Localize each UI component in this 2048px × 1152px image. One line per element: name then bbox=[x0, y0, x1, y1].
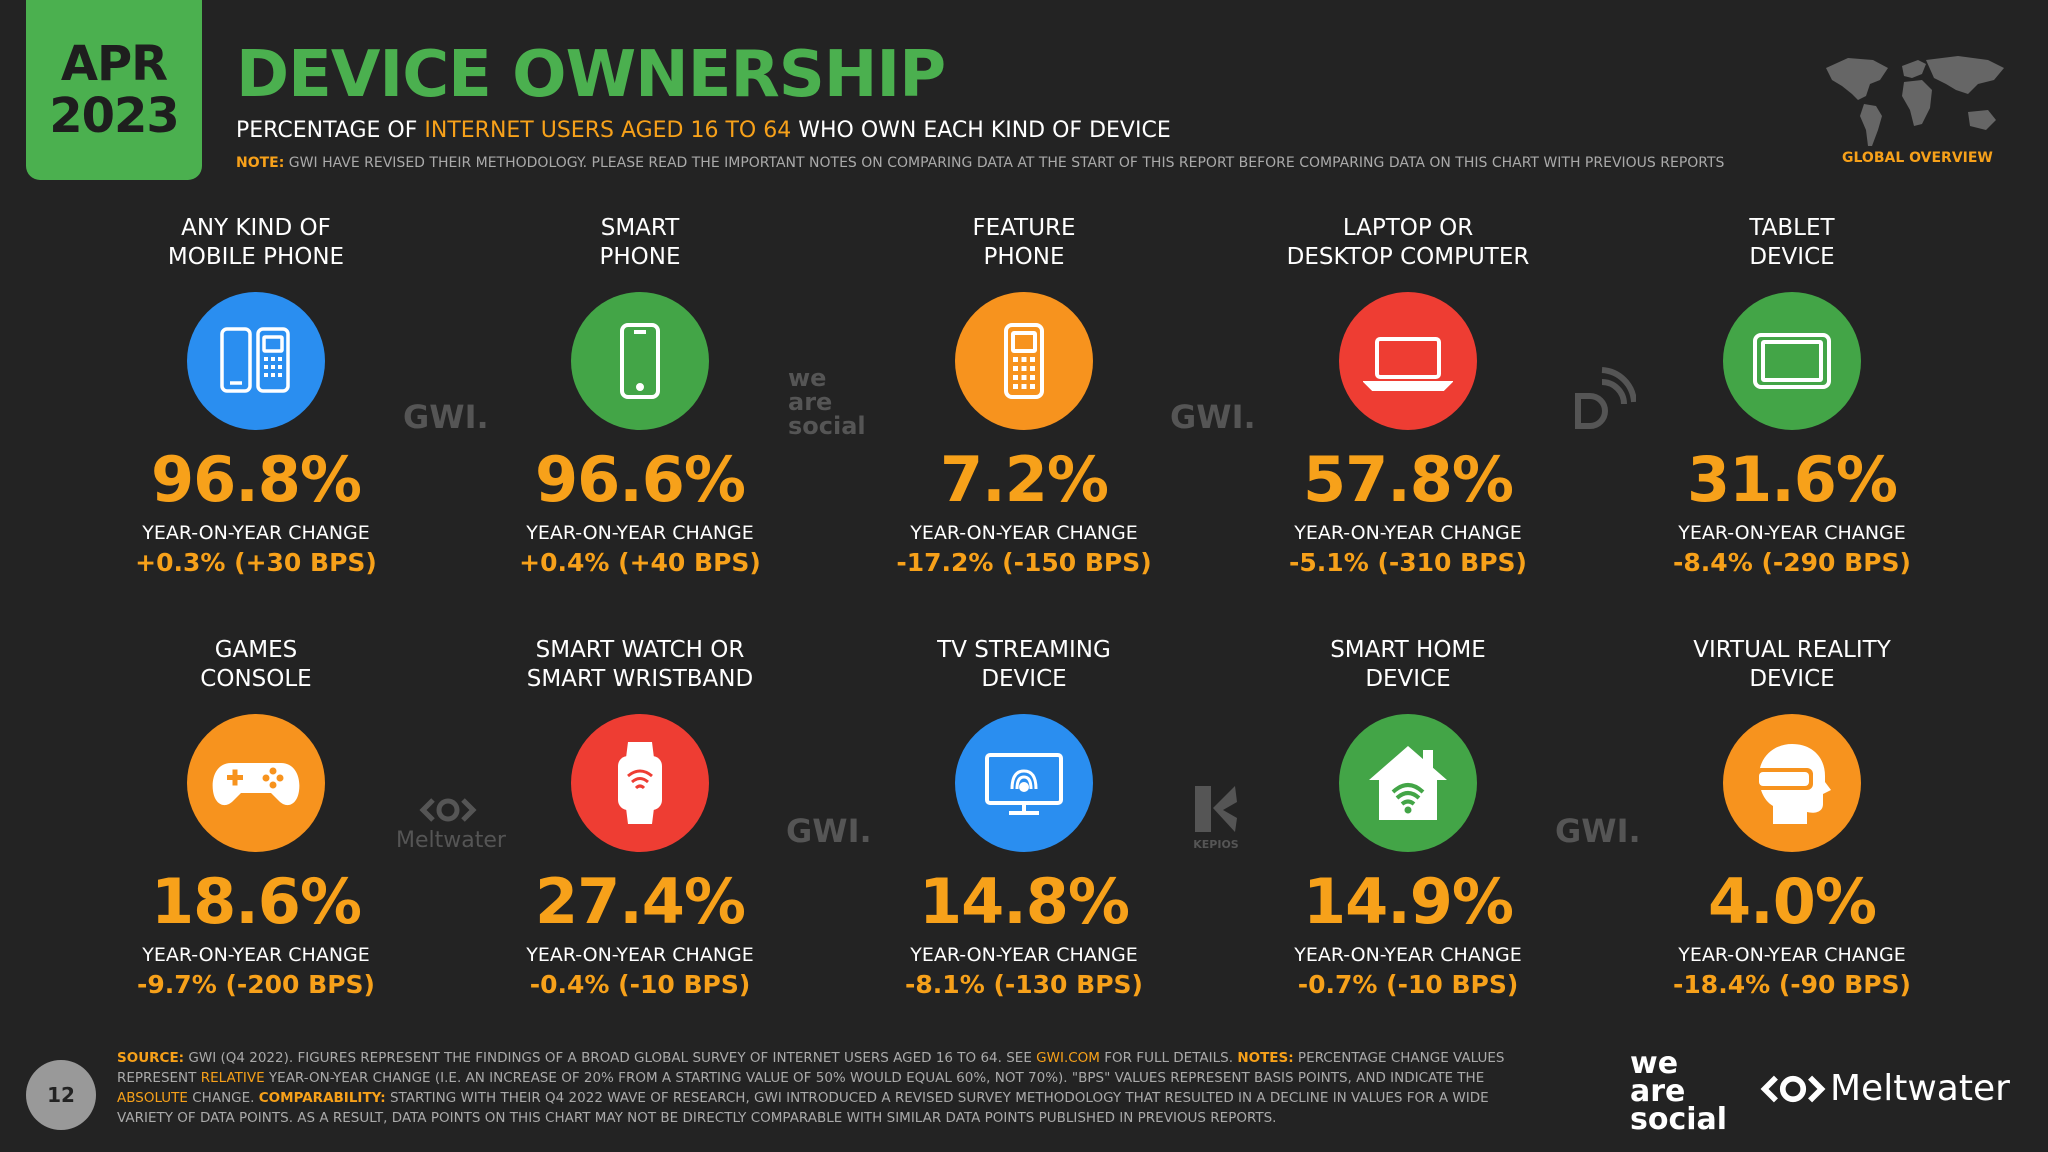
device-label: SMART WATCH OR SMART WRISTBAND bbox=[526, 637, 754, 692]
meltwater-watermark: Meltwater bbox=[396, 796, 506, 853]
yoy-label: YEAR-ON-YEAR CHANGE bbox=[1678, 944, 1906, 966]
smartphone-icon bbox=[571, 292, 709, 430]
gwi-watermark: GWI. bbox=[1555, 812, 1641, 850]
yoy-label: YEAR-ON-YEAR CHANGE bbox=[910, 944, 1138, 966]
tablet-icon bbox=[1723, 292, 1861, 430]
yoy-label: YEAR-ON-YEAR CHANGE bbox=[142, 522, 370, 544]
device-value: 96.6% bbox=[534, 443, 746, 516]
feature-phone-icon bbox=[955, 292, 1093, 430]
yoy-label: YEAR-ON-YEAR CHANGE bbox=[1294, 944, 1522, 966]
yoy-change: -0.4% (-10 BPS) bbox=[529, 970, 751, 999]
yoy-change: +0.4% (+40 BPS) bbox=[519, 548, 761, 577]
datareportal-logo-icon bbox=[1575, 367, 1636, 429]
page-number: 12 bbox=[26, 1060, 96, 1130]
device-card-feature-phone: FEATURE PHONE 7.2% YEAR-ON-YEAR CHANGE -1… bbox=[832, 214, 1216, 577]
device-value: 14.8% bbox=[918, 865, 1130, 938]
yoy-label: YEAR-ON-YEAR CHANGE bbox=[1294, 522, 1522, 544]
device-label: TV STREAMING DEVICE bbox=[937, 637, 1111, 692]
device-value: 4.0% bbox=[1708, 865, 1877, 938]
we-are-social-logo: we are social bbox=[1630, 1046, 1728, 1137]
device-value: 96.8% bbox=[150, 443, 362, 516]
mobile-phones-icon bbox=[187, 292, 325, 430]
device-card-tv-streaming: TV STREAMING DEVICE 14.8% YEAR-ON-YEAR CH… bbox=[832, 636, 1216, 999]
world-map-icon bbox=[1826, 56, 2004, 146]
date-year: 2023 bbox=[49, 88, 180, 144]
we-are-social-watermark: we are social bbox=[788, 364, 866, 440]
yoy-label: YEAR-ON-YEAR CHANGE bbox=[526, 944, 754, 966]
kepios-logo-icon bbox=[1195, 786, 1237, 832]
yoy-change: -17.2% (-150 BPS) bbox=[896, 548, 1152, 577]
device-card-smart-home: SMART HOME DEVICE 14.9% YEAR-ON-YEAR CHAN… bbox=[1216, 636, 1600, 999]
device-label: GAMES CONSOLE bbox=[200, 637, 312, 692]
meltwater-logo-icon bbox=[419, 798, 477, 822]
vr-headset-icon bbox=[1723, 714, 1861, 852]
yoy-change: -9.7% (-200 BPS) bbox=[137, 970, 375, 999]
yoy-change: +0.3% (+30 BPS) bbox=[135, 548, 377, 577]
device-value: 31.6% bbox=[1686, 443, 1898, 516]
yoy-change: -8.4% (-290 BPS) bbox=[1673, 548, 1911, 577]
yoy-label: YEAR-ON-YEAR CHANGE bbox=[910, 522, 1138, 544]
device-card-mobile-phone: ANY KIND OF MOBILE PHONE 96.8% YEAR-ON-YE… bbox=[64, 214, 448, 577]
device-label: SMART PHONE bbox=[599, 215, 681, 270]
yoy-label: YEAR-ON-YEAR CHANGE bbox=[142, 944, 370, 966]
tv-streaming-icon bbox=[955, 714, 1093, 852]
device-card-games-console: GAMES CONSOLE 18.6% YEAR-ON-YEAR CHANGE -… bbox=[64, 636, 448, 999]
methodology-note: NOTE: GWI HAVE REVISED THEIR METHODOLOGY… bbox=[236, 155, 1725, 171]
yoy-change: -0.7% (-10 BPS) bbox=[1297, 970, 1519, 999]
yoy-change: -8.1% (-130 BPS) bbox=[905, 970, 1143, 999]
device-label: FEATURE PHONE bbox=[972, 215, 1076, 270]
date-month: APR bbox=[60, 36, 168, 92]
device-label: SMART HOME DEVICE bbox=[1330, 637, 1486, 692]
yoy-change: -5.1% (-310 BPS) bbox=[1289, 548, 1527, 577]
device-label: LAPTOP OR DESKTOP COMPUTER bbox=[1286, 215, 1530, 270]
yoy-label: YEAR-ON-YEAR CHANGE bbox=[1678, 522, 1906, 544]
device-label: TABLET DEVICE bbox=[1749, 215, 1835, 270]
gwi-watermark: GWI. bbox=[786, 812, 872, 850]
gwi-watermark: GWI. bbox=[403, 398, 489, 436]
device-card-smartwatch: SMART WATCH OR SMART WRISTBAND 27.4% YEAR… bbox=[448, 636, 832, 999]
laptop-icon bbox=[1339, 292, 1477, 430]
device-card-laptop: LAPTOP OR DESKTOP COMPUTER 57.8% YEAR-ON-… bbox=[1216, 214, 1600, 577]
page-subtitle: PERCENTAGE OF INTERNET USERS AGED 16 TO … bbox=[236, 118, 1171, 143]
device-value: 14.9% bbox=[1302, 865, 1514, 938]
device-value: 27.4% bbox=[534, 865, 746, 938]
global-overview-label: GLOBAL OVERVIEW bbox=[1842, 150, 1993, 166]
device-value: 57.8% bbox=[1302, 443, 1514, 516]
smartwatch-icon bbox=[571, 714, 709, 852]
device-value: 7.2% bbox=[940, 443, 1109, 516]
page-title: DEVICE OWNERSHIP bbox=[236, 38, 946, 112]
subtitle-highlight: INTERNET USERS AGED 16 TO 64 bbox=[424, 118, 792, 143]
gamepad-icon bbox=[187, 714, 325, 852]
device-card-tablet: TABLET DEVICE 31.6% YEAR-ON-YEAR CHANGE -… bbox=[1600, 214, 1984, 577]
yoy-change: -18.4% (-90 BPS) bbox=[1673, 970, 1911, 999]
kepios-watermark: KEPIOS bbox=[1190, 784, 1242, 851]
device-label: VIRTUAL REALITY DEVICE bbox=[1693, 637, 1891, 692]
gwi-watermark: GWI. bbox=[1170, 398, 1256, 436]
device-value: 18.6% bbox=[150, 865, 362, 938]
device-card-smartphone: SMART PHONE 96.6% YEAR-ON-YEAR CHANGE +0.… bbox=[448, 214, 832, 577]
meltwater-logo-icon bbox=[1760, 1075, 1826, 1102]
date-badge: APR 2023 bbox=[26, 0, 202, 180]
yoy-label: YEAR-ON-YEAR CHANGE bbox=[526, 522, 754, 544]
device-card-vr: VIRTUAL REALITY DEVICE 4.0% YEAR-ON-YEAR … bbox=[1600, 636, 1984, 999]
smart-home-icon bbox=[1339, 714, 1477, 852]
device-label: ANY KIND OF MOBILE PHONE bbox=[167, 215, 345, 270]
source-notes: SOURCE: GWI (Q4 2022). FIGURES REPRESENT… bbox=[117, 1050, 1505, 1126]
meltwater-logo: Meltwater bbox=[1760, 1068, 2010, 1109]
